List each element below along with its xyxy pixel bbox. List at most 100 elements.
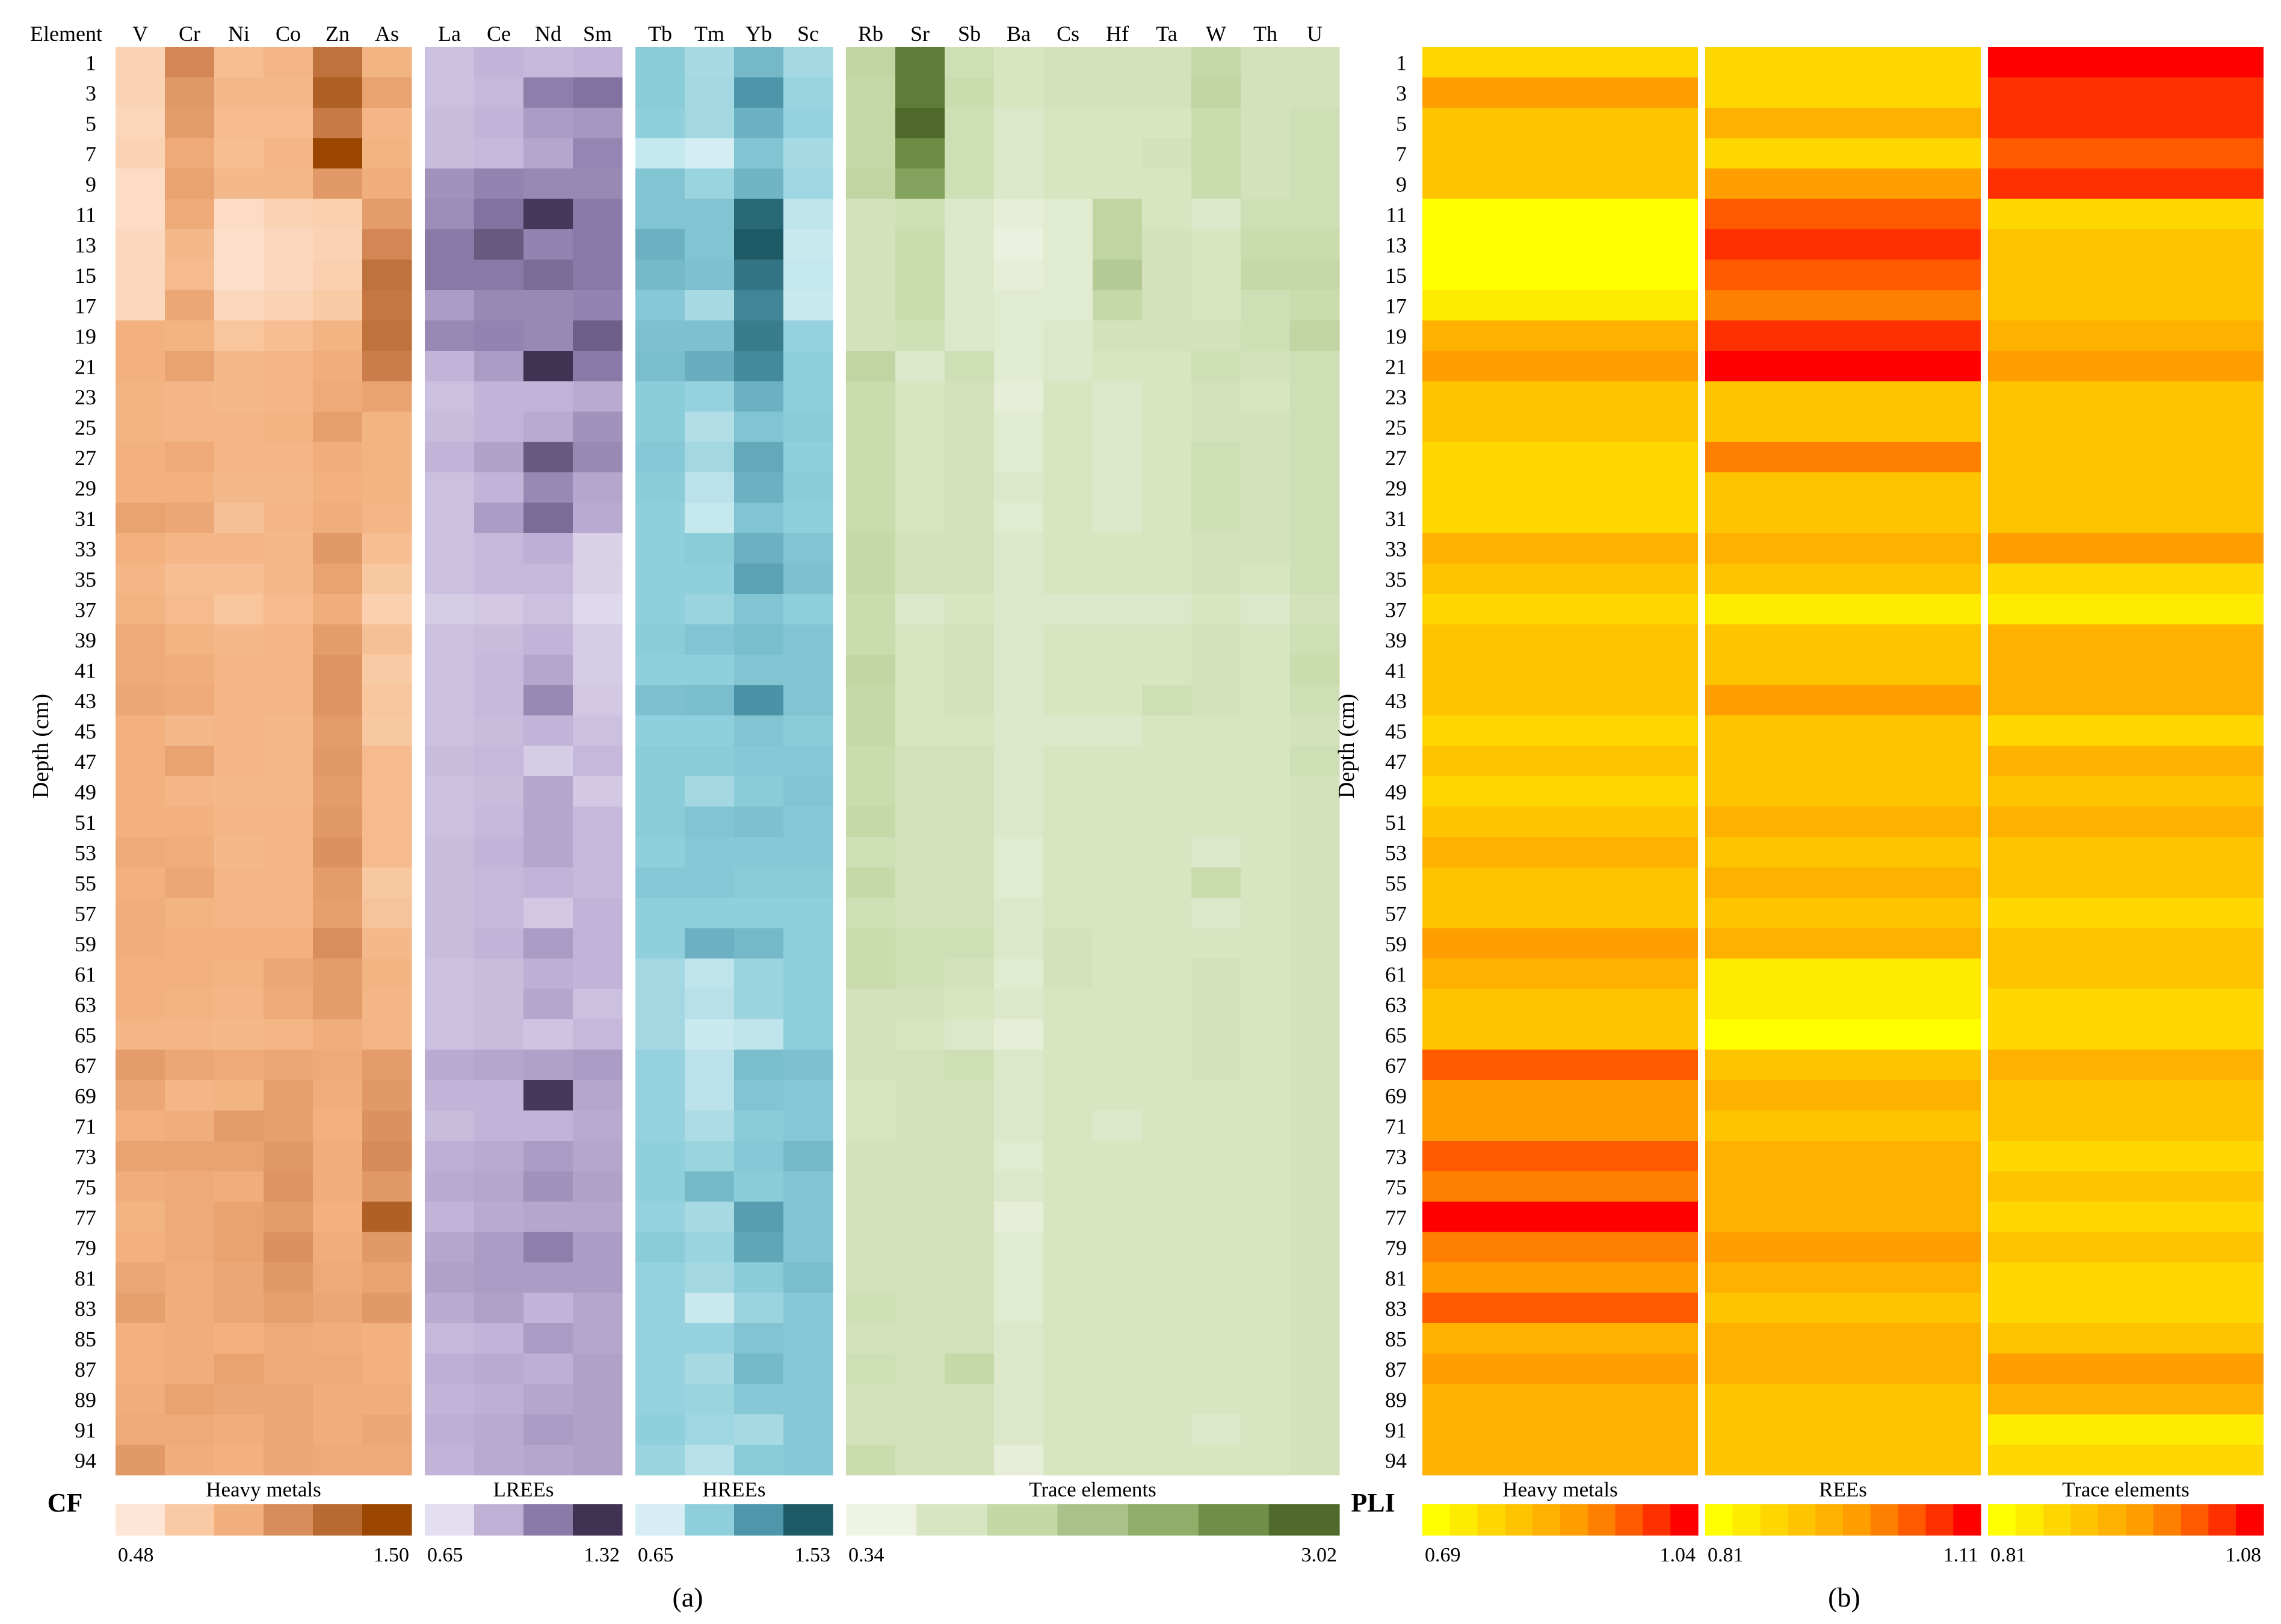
cf-cell [635,776,685,807]
cf-cell [1093,1353,1143,1385]
cf-cell [116,1323,165,1354]
cf-cell [313,1202,363,1233]
cf-cell [945,806,995,838]
cf-cell [523,1323,573,1354]
cf-cell [734,1232,784,1263]
cf-cell [994,715,1044,747]
pli-cell [1988,108,2264,139]
cf-cell [1241,624,1291,655]
element-header-label: Element [30,22,102,46]
cf-cell [523,685,573,716]
cf-cell [264,1171,313,1202]
cf-cell [1290,1049,1340,1081]
cf-cell [1043,1292,1093,1324]
cf-cell [846,229,896,261]
cf-cell [895,442,945,473]
cf-cell [1191,1445,1241,1476]
cf-cell [425,381,475,412]
cf-cell [1241,1292,1291,1324]
cf-cell [523,898,573,929]
cf-cell [685,1110,735,1141]
element-header-as: As [375,22,399,46]
depth-tick-label: 79 [1385,1236,1407,1260]
cf-cell [313,351,363,382]
pli-legend-swatch [1560,1504,1588,1536]
cf-cell [994,1141,1044,1172]
cf-cell [1290,776,1340,807]
cf-cell [994,472,1044,504]
depth-tick-label: 47 [1385,750,1407,774]
cf-cell [362,412,412,443]
cf-cell [573,381,623,412]
cf-cell [945,898,995,929]
cf-cell [214,533,264,564]
cf-cell [523,259,573,291]
cf-cell [214,685,264,716]
cf-cell [994,1019,1044,1051]
cf-cell [783,47,833,78]
cf-cell [635,229,685,261]
cf-cell [1043,1323,1093,1354]
cf-cell [523,1019,573,1051]
cf-cell [635,867,685,898]
cf-cell [523,867,573,898]
cf-legend-min: 0.65 [427,1544,463,1566]
cf-cell [895,533,945,564]
cf-legend-swatch [474,1504,524,1536]
cf-cell [362,533,412,564]
cf-cell [1191,168,1241,200]
cf-cell [1043,959,1093,990]
cf-cell [264,1202,313,1233]
cf-cell [116,898,165,929]
pli-cell [1988,1445,2264,1476]
cf-cell [1142,412,1192,443]
cf-cell [1191,351,1241,382]
cf-cell [523,1262,573,1294]
depth-tick-label: 17 [75,294,96,318]
cf-cell [783,259,833,291]
cf-cell [1241,351,1291,382]
cf-cell [895,47,945,78]
depth-tick-label: 81 [1385,1266,1407,1290]
cf-cell [313,442,363,473]
cf-cell [1043,138,1093,169]
cf-cell [994,1353,1044,1385]
cf-cell [734,1171,784,1202]
cf-cell [846,1445,896,1476]
cf-cell [425,685,475,716]
cf-cell [1043,1080,1093,1111]
cf-cell [573,594,623,625]
cf-cell [1191,533,1241,564]
depth-tick-label: 49 [1385,780,1407,804]
cf-cell [313,1171,363,1202]
cf-cell [214,898,264,929]
cf-cell [165,168,215,200]
depth-tick-label: 1 [85,51,96,75]
cf-cell [1290,168,1340,200]
cf-cell [1093,1232,1143,1263]
cf-cell [523,1384,573,1415]
cf-cell [1290,594,1340,625]
cf-cell [1290,442,1340,473]
cf-cell [1093,928,1143,959]
cf-cell [474,1384,524,1415]
cf-cell [1043,837,1093,868]
element-header-nd: Nd [535,22,561,46]
cf-cell [685,989,735,1020]
cf-cell [945,1110,995,1141]
cf-cell [1043,655,1093,686]
cf-cell [1142,108,1192,139]
cf-cell [994,1323,1044,1354]
cf-cell [734,168,784,200]
pli-cell [1422,108,1698,139]
cf-cell [425,959,475,990]
cf-cell [264,1110,313,1141]
depth-tick-label: 87 [1385,1357,1407,1382]
depth-tick-label: 37 [75,597,96,622]
cf-cell [116,1262,165,1294]
cf-legend-swatch [846,1504,917,1536]
cf-cell [1142,1049,1192,1081]
cf-cell [635,47,685,78]
cf-cell [783,108,833,139]
cf-cell [573,1049,623,1081]
